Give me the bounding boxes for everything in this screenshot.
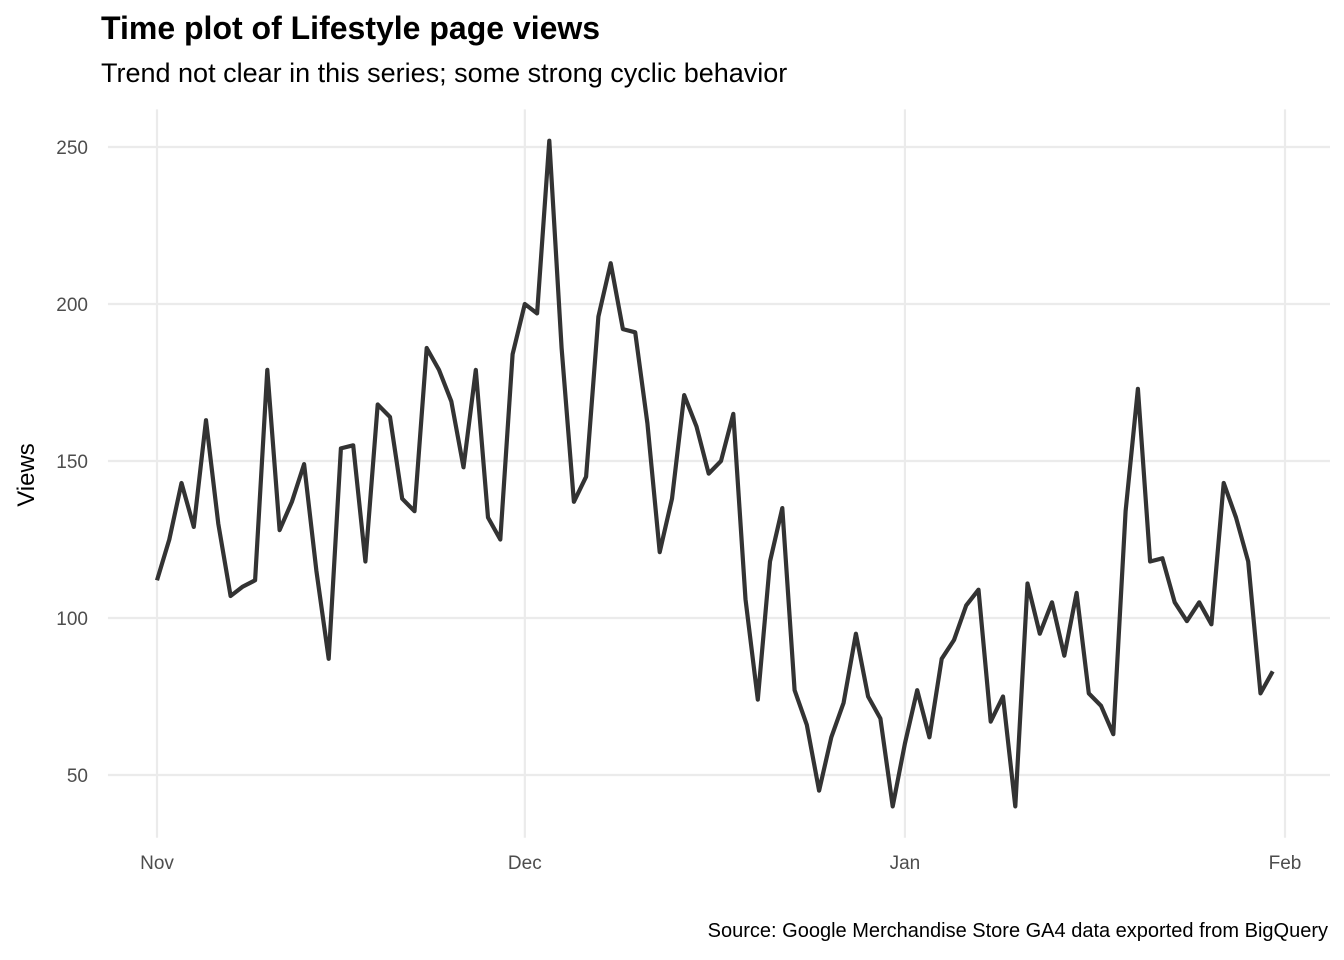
y-tick-label: 200	[56, 295, 88, 316]
y-tick-label: 250	[56, 138, 88, 159]
series-line-views	[154, 138, 1275, 809]
x-tick-label: Feb	[1269, 853, 1302, 874]
x-tick-label: Nov	[140, 853, 174, 874]
grid-lines	[107, 109, 1330, 838]
chart-caption: Source: Google Merchandise Store GA4 dat…	[707, 920, 1328, 942]
y-axis-label: Views	[13, 443, 40, 507]
axis-ticks: 50 100 150 200 250 Nov Dec Jan Feb	[56, 138, 1301, 874]
chart-subtitle: Trend not clear in this series; some str…	[101, 58, 788, 88]
y-tick-label: 50	[67, 766, 88, 787]
chart-title: Time plot of Lifestyle page views	[101, 10, 601, 46]
series-group	[154, 138, 1275, 809]
x-tick-label: Jan	[890, 853, 921, 874]
y-tick-label: 100	[56, 609, 88, 630]
x-tick-label: Dec	[508, 853, 542, 874]
y-tick-label: 150	[56, 452, 88, 473]
